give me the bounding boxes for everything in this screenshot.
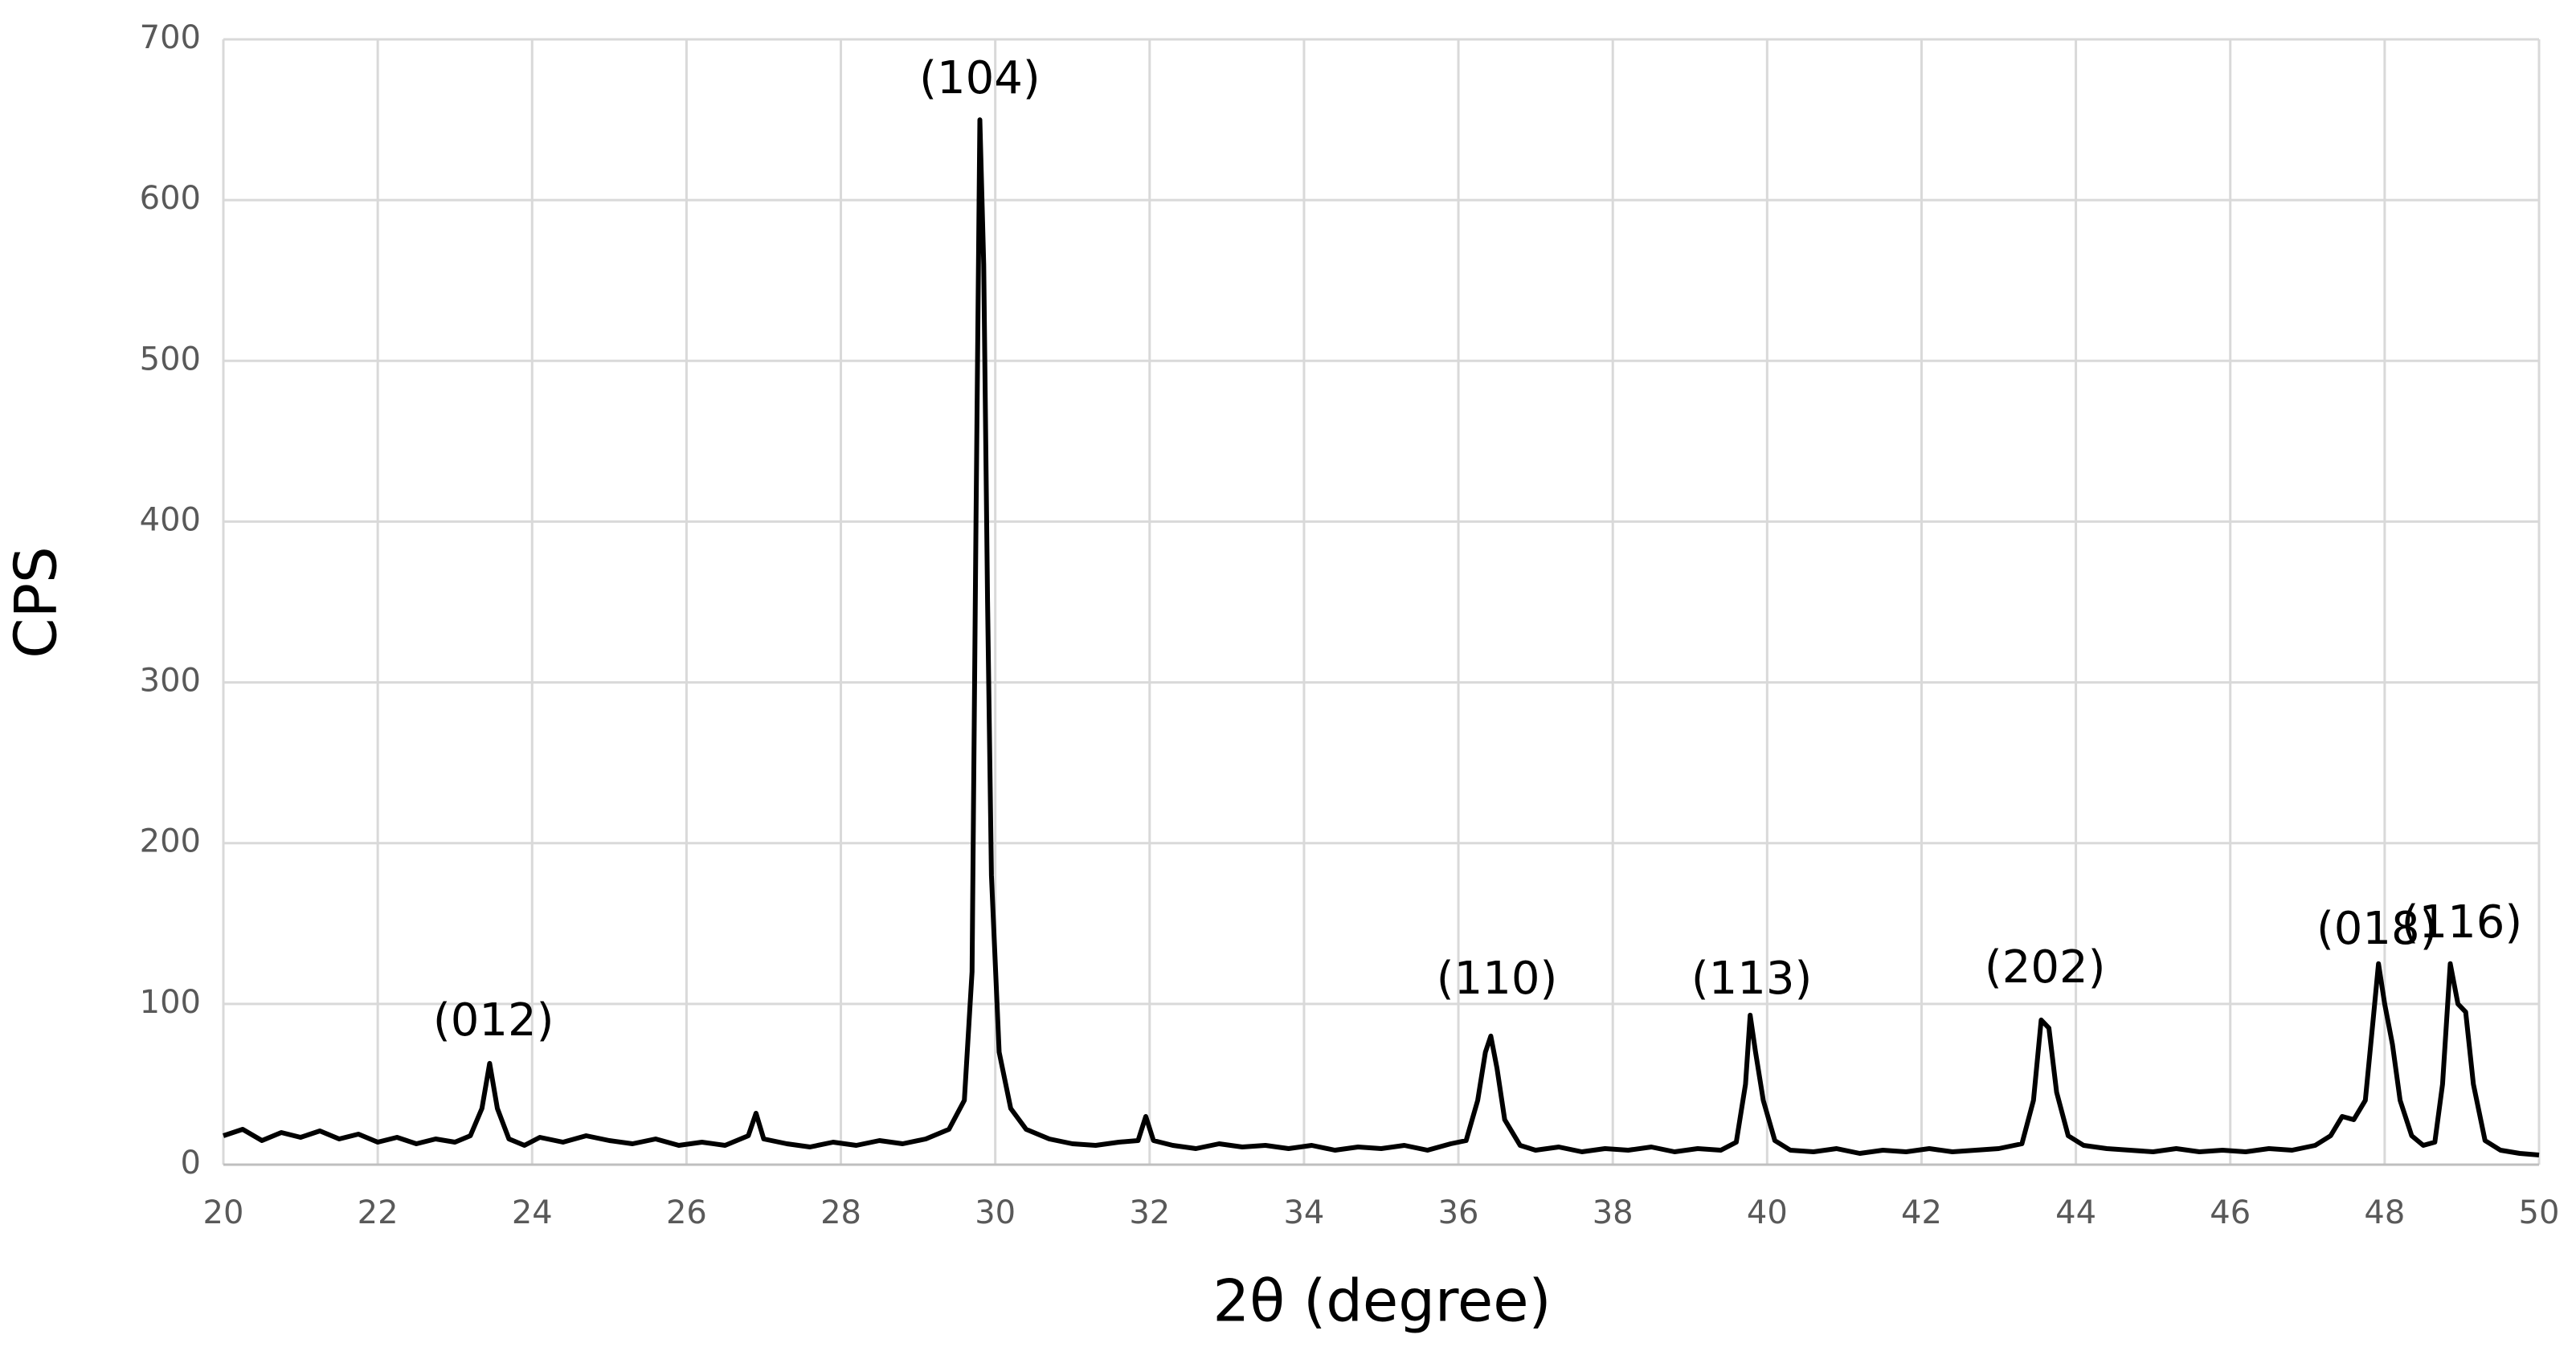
x-tick-label: 28 bbox=[820, 1194, 861, 1231]
x-tick-label: 46 bbox=[2210, 1194, 2251, 1231]
x-tick-label: 32 bbox=[1129, 1194, 1170, 1231]
x-tick-label: 34 bbox=[1283, 1194, 1324, 1231]
x-tick-label: 44 bbox=[2055, 1194, 2096, 1231]
x-tick-label: 24 bbox=[512, 1194, 553, 1231]
y-tick-label: 700 bbox=[140, 19, 201, 56]
x-tick-label: 48 bbox=[2364, 1194, 2405, 1231]
x-tick-label: 30 bbox=[975, 1194, 1016, 1231]
y-tick-label: 300 bbox=[140, 663, 201, 700]
x-tick-label: 26 bbox=[666, 1194, 707, 1231]
y-tick-label: 0 bbox=[181, 1145, 201, 1182]
data-line bbox=[223, 117, 2540, 1157]
x-tick-label: 20 bbox=[203, 1194, 244, 1231]
peak-label: (113) bbox=[1691, 953, 1813, 1005]
x-axis-title: 2θ (degree) bbox=[1212, 1267, 1551, 1335]
y-tick-label: 600 bbox=[140, 180, 201, 217]
x-tick-label: 50 bbox=[2519, 1194, 2560, 1231]
peak-label: (110) bbox=[1437, 953, 1558, 1005]
x-tick-label: 22 bbox=[358, 1194, 399, 1231]
peak-label: (116) bbox=[2402, 896, 2523, 949]
peak-label: (104) bbox=[919, 52, 1041, 104]
peak-label: (018) bbox=[2316, 903, 2438, 955]
x-tick-label: 40 bbox=[1747, 1194, 1788, 1231]
peak-label: (202) bbox=[1985, 941, 2106, 994]
y-tick-label: 100 bbox=[140, 984, 201, 1021]
y-tick-label: 500 bbox=[140, 341, 201, 378]
peak-label: (012) bbox=[433, 994, 554, 1047]
y-tick-label: 200 bbox=[140, 823, 201, 860]
x-tick-label: 38 bbox=[1593, 1194, 1634, 1231]
y-axis-title: CPS bbox=[2, 546, 70, 658]
x-tick-label: 36 bbox=[1438, 1194, 1479, 1231]
x-tick-label: 42 bbox=[1901, 1194, 1942, 1231]
y-tick-label: 400 bbox=[140, 501, 201, 538]
